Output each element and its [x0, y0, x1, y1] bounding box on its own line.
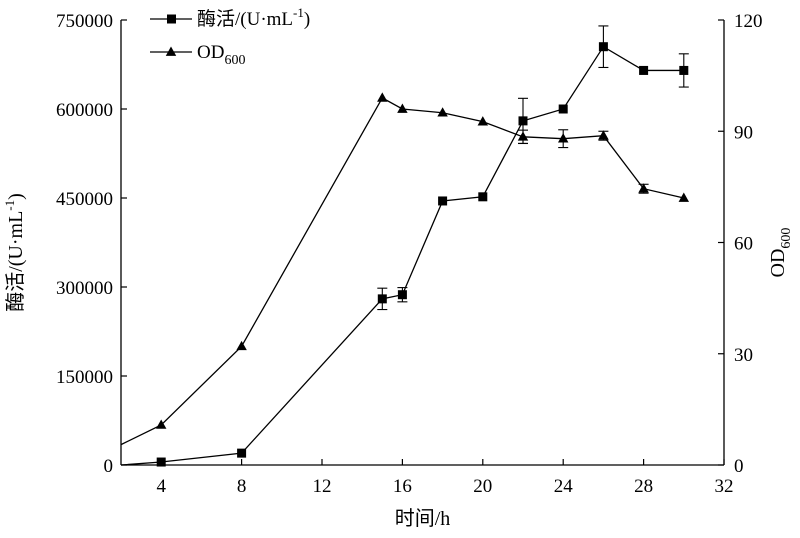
- legend: 酶活/(U·mL-1) OD600: [150, 5, 310, 68]
- x-tick-label: 4: [156, 476, 166, 497]
- x-tick-label: 16: [393, 476, 412, 497]
- left-y-axis-title-main: 酶活/(U·mL: [4, 211, 27, 312]
- data-point-od: [437, 107, 448, 117]
- data-point-od: [638, 183, 649, 193]
- series-line-od: [120, 96, 684, 446]
- data-point-enzyme: [639, 65, 649, 75]
- legend-od-label-main: OD: [197, 42, 224, 63]
- left-y-axis-title-tail: ): [5, 193, 27, 200]
- legend-enzyme-label: 酶活/(U·mL-1): [197, 5, 310, 30]
- left-y-tick-label: 600000: [56, 100, 113, 121]
- data-point-od: [397, 103, 408, 113]
- series-line-enzyme: [120, 45, 684, 466]
- data-point-od: [477, 116, 489, 126]
- data-point-od: [598, 130, 609, 140]
- legend-od-label-sub: 600: [224, 53, 245, 68]
- legend-enzyme-square-marker: [167, 14, 176, 24]
- axes: [120, 20, 725, 466]
- left-y-axis-title: 酶活/(U·mL-1): [2, 193, 27, 312]
- data-point-od: [557, 133, 569, 143]
- data-point-enzyme: [478, 192, 488, 202]
- right-y-tick-label: 0: [734, 456, 744, 477]
- x-tick-label: 8: [237, 476, 247, 497]
- data-point-od: [517, 131, 529, 141]
- x-tick-label: 12: [313, 476, 332, 497]
- data-point-enzyme: [156, 457, 166, 467]
- data-point-od: [236, 340, 247, 351]
- x-axis-title: 时间/h: [395, 507, 451, 530]
- data-point-enzyme: [438, 196, 448, 206]
- left-y-tick-label: 300000: [56, 278, 113, 299]
- right-y-axis-title: OD600: [767, 228, 794, 278]
- right-y-axis-title-main: OD: [767, 249, 789, 278]
- legend-od-label: OD600: [197, 42, 245, 68]
- right-y-tick-label: 90: [734, 122, 753, 143]
- legend-enzyme-label-main: 酶活/(U·mL: [197, 8, 293, 30]
- x-tick-label: 32: [715, 476, 734, 497]
- right-y-tick-label: 120: [734, 11, 763, 32]
- data-point-enzyme: [598, 42, 608, 52]
- left-y-axis-title-sup: -1: [2, 200, 17, 211]
- data-point-enzyme: [679, 65, 689, 75]
- series-layer: [120, 25, 690, 467]
- x-tick-label: 24: [554, 476, 574, 497]
- left-y-tick-label: 450000: [56, 189, 113, 210]
- left-y-tick-label: 150000: [56, 367, 113, 388]
- data-point-enzyme: [397, 290, 407, 300]
- legend-enzyme-label-sup: -1: [293, 5, 304, 20]
- x-tick-label: 20: [473, 476, 492, 497]
- legend-od-triangle-marker: [165, 46, 177, 56]
- left-y-tick-label: 750000: [56, 11, 113, 32]
- data-point-od: [377, 92, 388, 102]
- legend-enzyme-label-tail: ): [304, 9, 310, 30]
- data-point-enzyme: [518, 116, 528, 126]
- data-point-enzyme: [558, 104, 568, 114]
- data-point-od: [155, 419, 167, 429]
- data-point-od: [678, 192, 690, 202]
- right-y-tick-label: 60: [734, 234, 753, 255]
- x-tick-label: 28: [634, 476, 653, 497]
- axis-ticks: 4 8 12 16 20 24 28 3201500003000004500006000007…: [56, 11, 763, 497]
- data-point-enzyme: [237, 448, 247, 458]
- left-y-tick-label: 0: [104, 456, 114, 477]
- right-y-axis-title-sub: 600: [779, 228, 794, 249]
- data-point-enzyme: [377, 294, 387, 304]
- right-y-tick-label: 30: [734, 345, 753, 366]
